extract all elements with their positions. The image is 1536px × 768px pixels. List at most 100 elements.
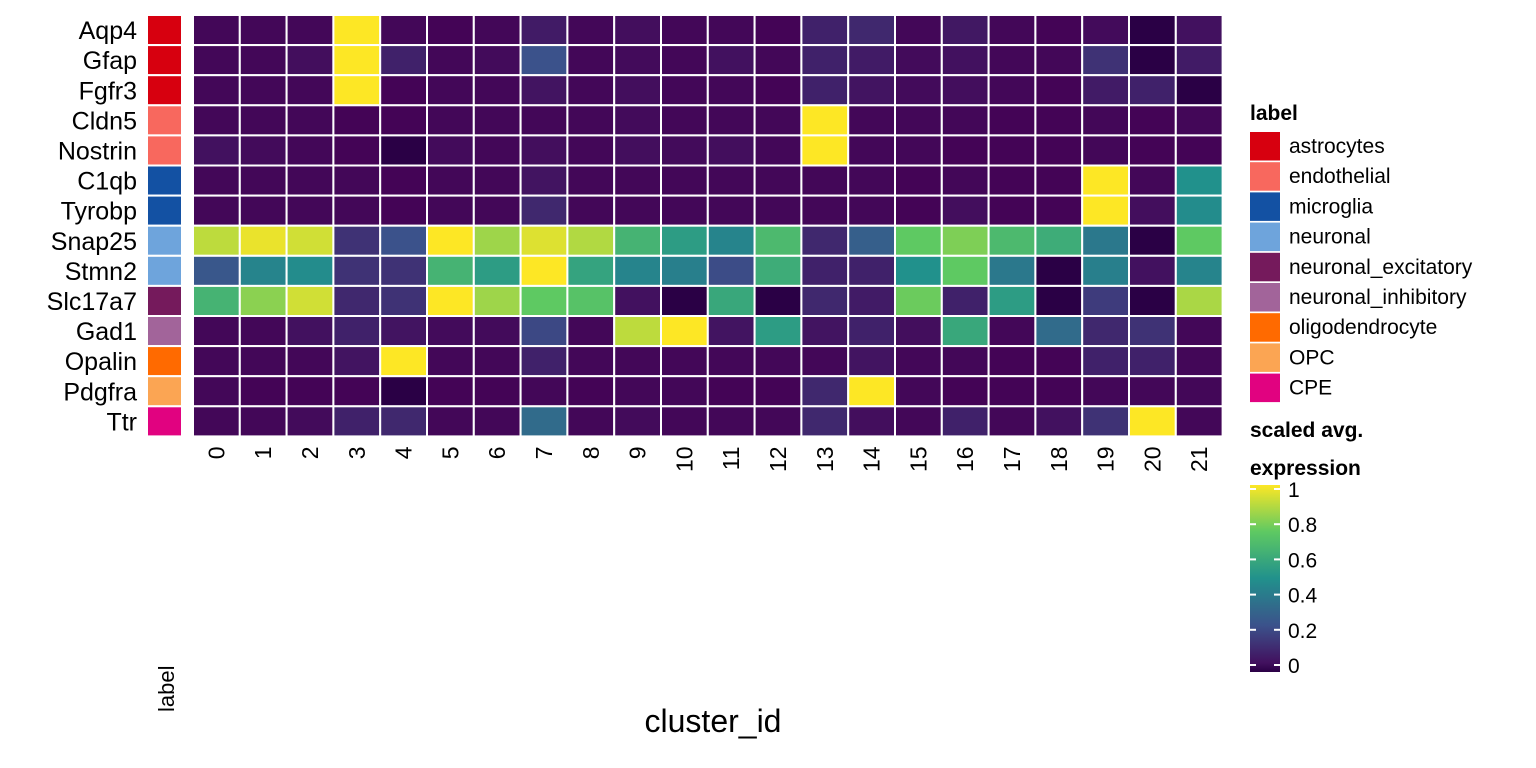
heatmap-cell [660, 44, 709, 77]
expression-legend-title-line1: scaled avg. [1250, 419, 1363, 442]
column-label: 7 [531, 446, 557, 459]
legend-entry-label: microglia [1289, 195, 1373, 218]
row-label: Snap25 [51, 228, 137, 256]
label-column-header: label [154, 666, 179, 712]
label-annotation-cell [146, 194, 183, 227]
heatmap-cell [940, 345, 990, 378]
heatmap-cell [192, 44, 241, 77]
heatmap-cell [379, 194, 429, 227]
heatmap-cell [940, 284, 990, 317]
heatmap-cell [472, 315, 522, 348]
heatmap-cell [1128, 14, 1177, 47]
heatmap-cell [379, 224, 429, 257]
label-annotation-cell [146, 254, 183, 287]
heatmap-cell [800, 254, 850, 287]
heatmap-cell [1081, 345, 1130, 378]
heatmap-cell [519, 44, 569, 77]
legend-swatch [1250, 222, 1280, 252]
heatmap-cell [940, 164, 990, 197]
heatmap-cell [706, 164, 756, 197]
row-label: Pdgfra [63, 378, 137, 406]
heatmap-cell [238, 194, 288, 227]
heatmap-cell [847, 315, 897, 348]
heatmap-cell [1128, 224, 1177, 257]
heatmap-cell [753, 194, 803, 227]
heatmap-cell [426, 194, 475, 227]
heatmap-cell [332, 254, 382, 287]
heatmap-cell [519, 224, 569, 257]
heatmap-cell [379, 44, 429, 77]
legend-swatch [1250, 343, 1280, 372]
heatmap-cell [847, 104, 897, 137]
heatmap-cell [613, 224, 663, 257]
heatmap-cell [660, 164, 709, 197]
label-annotation-cell [146, 224, 183, 257]
heatmap-cell [192, 345, 241, 378]
heatmap-cell [285, 284, 335, 317]
heatmap-cell [1034, 405, 1084, 438]
column-label: 15 [905, 446, 931, 472]
column-label: 6 [484, 446, 510, 459]
heatmap-cell [753, 104, 803, 137]
heatmap-cell [332, 104, 382, 137]
column-label: 19 [1093, 446, 1119, 472]
label-annotation-cell [146, 74, 183, 107]
heatmap-cell [379, 405, 429, 438]
column-label: 3 [344, 446, 370, 459]
heatmap-cell [706, 104, 756, 137]
heatmap-cell [379, 134, 429, 167]
heatmap-cell [987, 315, 1037, 348]
label-annotation-cell [146, 164, 183, 197]
legend-entry-label: astrocytes [1289, 135, 1385, 158]
heatmap-cell [613, 405, 663, 438]
heatmap-cell [1174, 405, 1224, 438]
heatmap-cell [285, 315, 335, 348]
heatmap-cell [987, 375, 1037, 408]
heatmap-cell [847, 284, 897, 317]
heatmap-cell [238, 375, 288, 408]
heatmap-cell [285, 224, 335, 257]
row-label: Nostrin [58, 137, 137, 165]
heatmap-cell [706, 74, 756, 107]
heatmap-cell [847, 345, 897, 378]
heatmap-cell [238, 104, 288, 137]
heatmap-cell [987, 134, 1037, 167]
heatmap-cell [1174, 194, 1224, 227]
heatmap-cell [894, 375, 943, 408]
legend-entry-label: neuronal_inhibitory [1289, 286, 1467, 309]
column-labels: 0 1 2 3 4 5 6 7 8 9 10 11 12 13 14 15 16 17 18 19 20 21 [203, 446, 1212, 472]
heatmap-cell [426, 164, 475, 197]
heatmap-cell [706, 44, 756, 77]
column-label: 1 [250, 446, 276, 459]
heatmap-cell [1174, 164, 1224, 197]
heatmap-cell [426, 104, 475, 137]
heatmap-cell [613, 104, 663, 137]
heatmap-cell [566, 405, 616, 438]
heatmap-cell [800, 74, 850, 107]
heatmap-cell [1034, 14, 1084, 47]
heatmap-cell [238, 315, 288, 348]
heatmap-cell [987, 104, 1037, 137]
heatmap-cell [285, 375, 335, 408]
heatmap-cell [1174, 44, 1224, 77]
label-annotation-cell [146, 134, 183, 167]
label-annotation-cell [146, 44, 183, 77]
heatmap-cell [613, 14, 663, 47]
heatmap-cell [472, 284, 522, 317]
heatmap-cell [192, 254, 241, 287]
heatmap-cell [753, 164, 803, 197]
column-label: 20 [1139, 446, 1165, 472]
heatmap-cell [426, 254, 475, 287]
heatmap-cell [379, 284, 429, 317]
heatmap-cell [519, 315, 569, 348]
heatmap-cell [753, 224, 803, 257]
label-annotation-cell [146, 405, 183, 438]
heatmap-cell [379, 14, 429, 47]
heatmap-cell [940, 224, 990, 257]
heatmap-cell [1174, 375, 1224, 408]
heatmap-cell [519, 405, 569, 438]
heatmap-cell [800, 44, 850, 77]
heatmap-cell [1128, 104, 1177, 137]
heatmap-cell [1128, 345, 1177, 378]
